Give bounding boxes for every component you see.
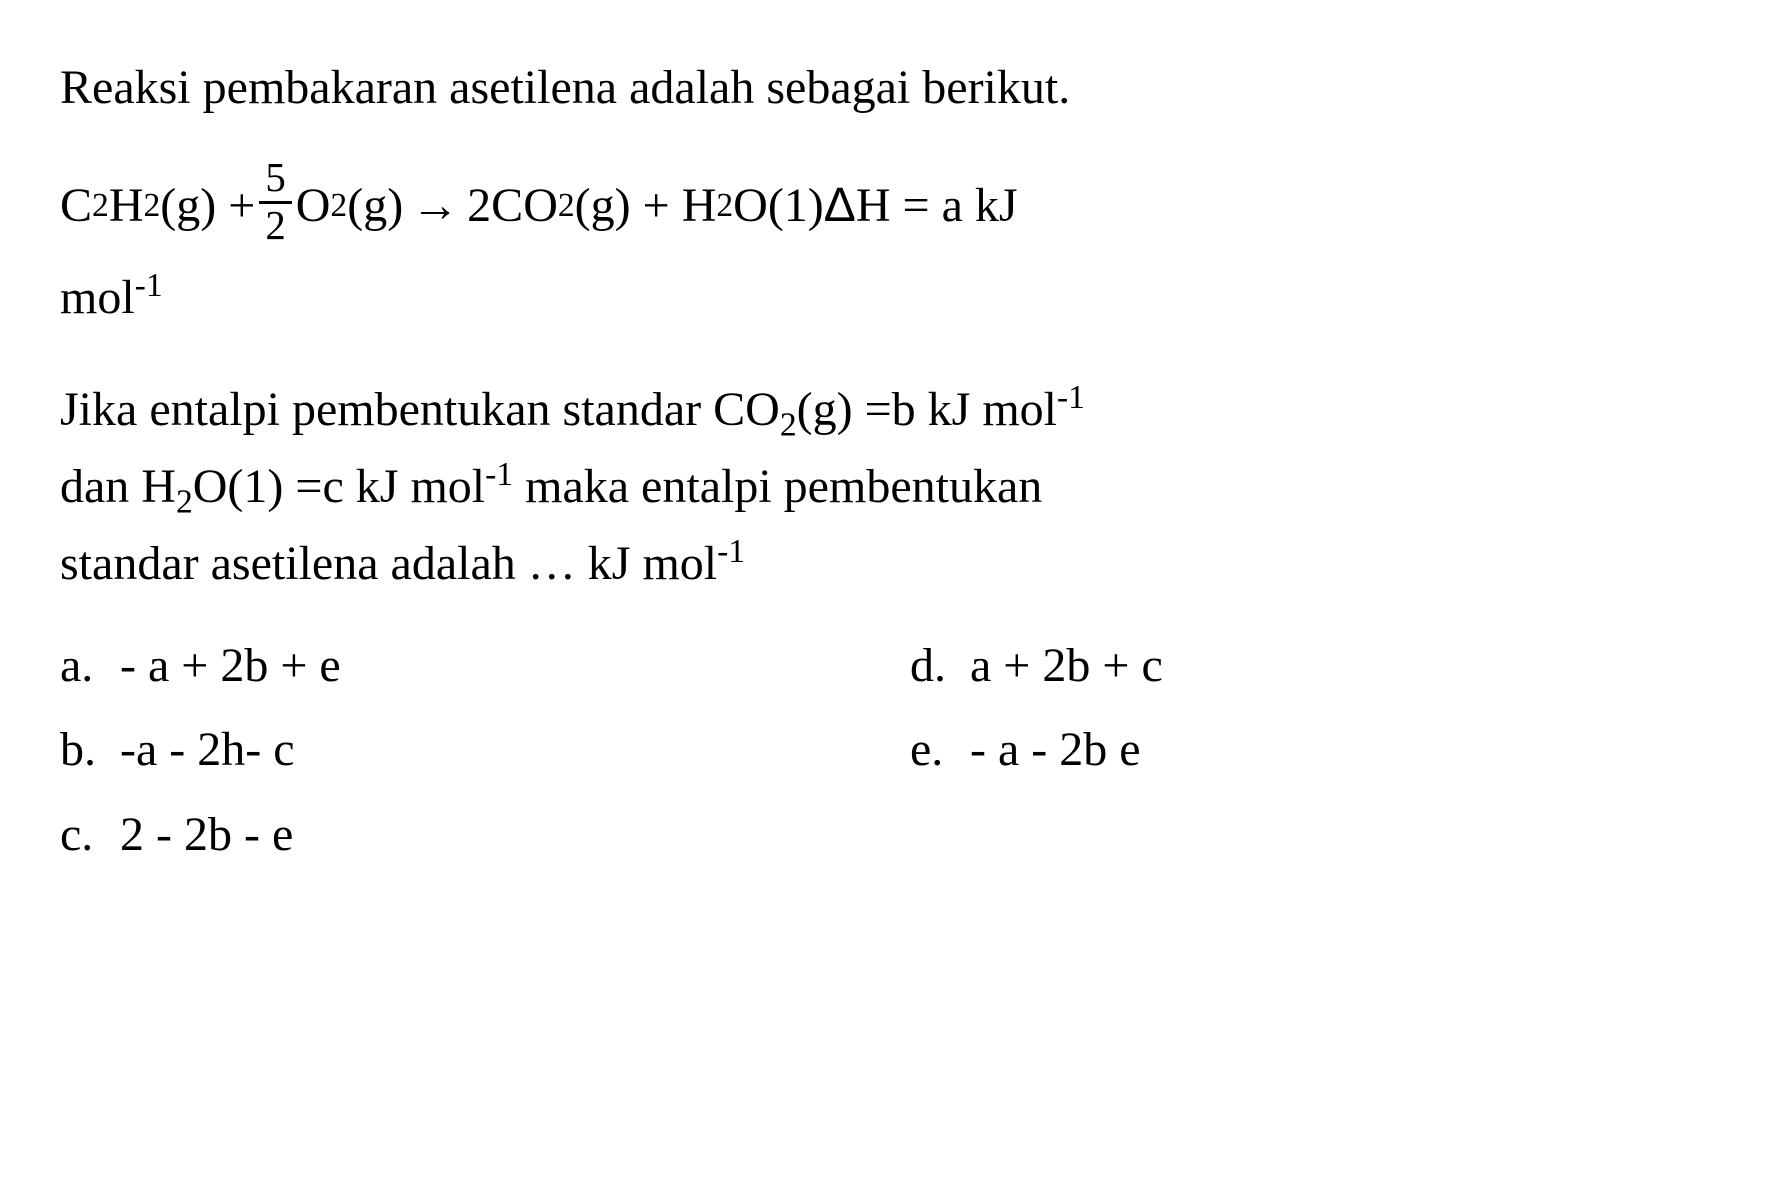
option-label: c. <box>60 797 120 874</box>
eq-state: (g) + H <box>575 168 717 245</box>
option-row: c. 2 - 2b - e <box>60 797 1708 874</box>
option-b: b. -a - 2h- c <box>60 712 910 789</box>
eq-state: (g) + <box>160 168 255 245</box>
q-sub: 2 <box>176 484 193 521</box>
q-sup: -1 <box>1057 379 1085 416</box>
arrow-icon: → <box>411 168 459 245</box>
equation-unit: mol-1 <box>60 260 1708 337</box>
q-sup: -1 <box>485 456 513 493</box>
q-text: dan H <box>60 460 176 513</box>
eq-c2h2-c: C <box>60 168 92 245</box>
q-text: O(1) =c kJ mol <box>193 460 485 513</box>
option-text: - a + 2b + e <box>120 628 341 705</box>
option-label: e. <box>910 712 970 789</box>
q-sub: 2 <box>780 407 797 444</box>
delta-icon: Δ <box>824 168 856 245</box>
option-e: e. - a - 2b e <box>910 712 1141 789</box>
fraction-denominator: 2 <box>259 204 291 247</box>
option-text: 2 - 2b - e <box>120 797 293 874</box>
q-sup: -1 <box>717 533 745 570</box>
question-line-1: Jika entalpi pembentukan standar CO2(g) … <box>60 372 1708 449</box>
option-text: -a - 2h- c <box>120 712 295 789</box>
question-text: Jika entalpi pembentukan standar CO2(g) … <box>60 372 1708 602</box>
option-row: a. - a + 2b + e d. a + 2b + c <box>60 628 1708 705</box>
problem-content: Reaksi pembakaran asetilena adalah sebag… <box>60 50 1708 882</box>
eq-c2h2-h: H <box>109 168 144 245</box>
option-label: d. <box>910 628 970 705</box>
fraction: 5 2 <box>259 158 291 247</box>
eq-dh: H = a kJ <box>856 168 1018 245</box>
q-text: Jika entalpi pembentukan standar CO <box>60 383 780 436</box>
unit-sup: -1 <box>135 267 163 304</box>
answer-options: a. - a + 2b + e d. a + 2b + c b. -a - 2h… <box>60 628 1708 882</box>
option-c: c. 2 - 2b - e <box>60 797 910 874</box>
fraction-numerator: 5 <box>259 158 291 204</box>
option-d: d. a + 2b + c <box>910 628 1163 705</box>
question-line-2: dan H2O(1) =c kJ mol-1 maka entalpi pemb… <box>60 449 1708 526</box>
option-text: - a - 2b e <box>970 712 1141 789</box>
option-text: a + 2b + c <box>970 628 1163 705</box>
option-a: a. - a + 2b + e <box>60 628 910 705</box>
chemical-equation: C2H2(g) + 5 2 O2(g) → 2CO2(g) + H2O(1) Δ… <box>60 162 1708 251</box>
eq-o2: O <box>296 168 331 245</box>
intro-text: Reaksi pembakaran asetilena adalah sebag… <box>60 50 1708 127</box>
q-text: standar asetilena adalah … kJ mol <box>60 537 717 590</box>
eq-h2o: O(1) <box>733 168 824 245</box>
option-row: b. -a - 2h- c e. - a - 2b e <box>60 712 1708 789</box>
q-text: maka entalpi pembentukan <box>513 460 1042 513</box>
eq-co2: 2CO <box>467 168 558 245</box>
option-label: b. <box>60 712 120 789</box>
unit-mol: mol <box>60 271 135 324</box>
eq-state: (g) <box>347 168 403 245</box>
option-label: a. <box>60 628 120 705</box>
question-line-3: standar asetilena adalah … kJ mol-1 <box>60 526 1708 603</box>
q-text: (g) =b kJ mol <box>797 383 1057 436</box>
